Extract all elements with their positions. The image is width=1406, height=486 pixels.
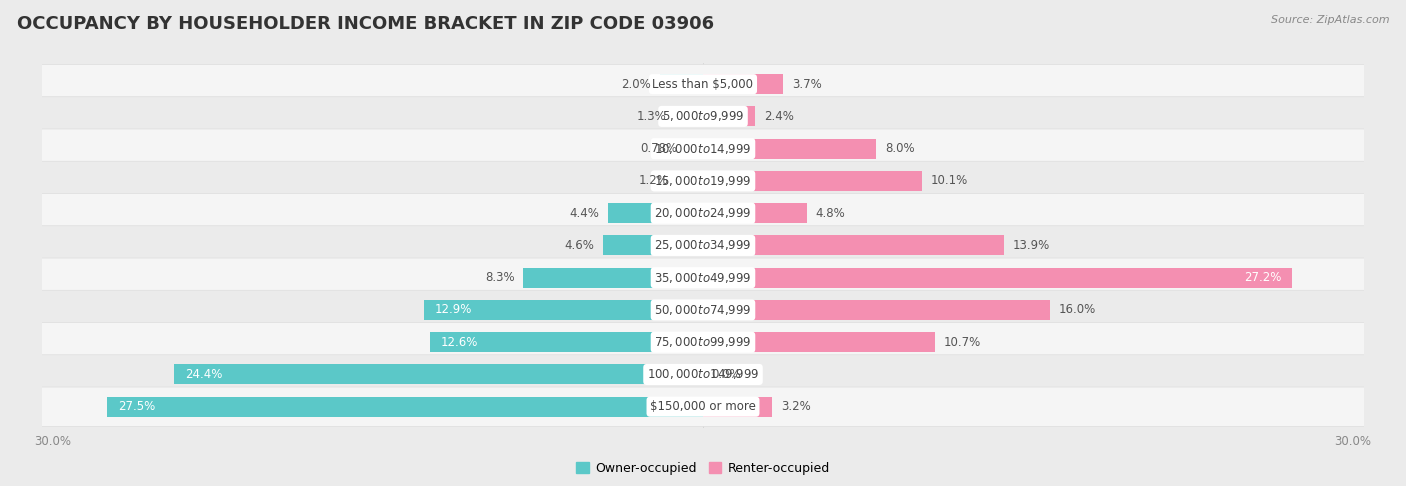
FancyBboxPatch shape bbox=[39, 387, 1367, 426]
Text: $20,000 to $24,999: $20,000 to $24,999 bbox=[654, 206, 752, 220]
FancyBboxPatch shape bbox=[39, 65, 1367, 104]
Text: 3.7%: 3.7% bbox=[792, 78, 821, 91]
FancyBboxPatch shape bbox=[39, 129, 1367, 168]
Bar bbox=[703, 171, 922, 191]
Bar bbox=[703, 139, 876, 158]
Bar bbox=[703, 268, 1292, 288]
FancyBboxPatch shape bbox=[39, 193, 1367, 233]
Text: 12.6%: 12.6% bbox=[441, 336, 478, 348]
Bar bbox=[174, 364, 703, 384]
Bar bbox=[423, 300, 703, 320]
Bar bbox=[603, 235, 703, 256]
Text: 13.9%: 13.9% bbox=[1012, 239, 1050, 252]
Text: Less than $5,000: Less than $5,000 bbox=[652, 78, 754, 91]
Text: 16.0%: 16.0% bbox=[1059, 303, 1095, 316]
Bar bbox=[703, 106, 755, 126]
Text: $10,000 to $14,999: $10,000 to $14,999 bbox=[654, 141, 752, 156]
Text: 1.3%: 1.3% bbox=[637, 110, 666, 123]
Text: 0.0%: 0.0% bbox=[711, 368, 741, 381]
Text: $150,000 or more: $150,000 or more bbox=[650, 400, 756, 413]
Bar bbox=[675, 106, 703, 126]
Text: 2.0%: 2.0% bbox=[621, 78, 651, 91]
Text: $35,000 to $49,999: $35,000 to $49,999 bbox=[654, 271, 752, 285]
Text: $75,000 to $99,999: $75,000 to $99,999 bbox=[654, 335, 752, 349]
Bar bbox=[703, 332, 935, 352]
Bar bbox=[703, 74, 783, 94]
Text: 10.1%: 10.1% bbox=[931, 174, 967, 188]
Text: 1.2%: 1.2% bbox=[638, 174, 668, 188]
Text: 10.7%: 10.7% bbox=[943, 336, 981, 348]
Text: $25,000 to $34,999: $25,000 to $34,999 bbox=[654, 239, 752, 252]
Bar bbox=[686, 139, 703, 158]
Text: 4.8%: 4.8% bbox=[815, 207, 845, 220]
Text: 8.3%: 8.3% bbox=[485, 271, 515, 284]
Text: 2.4%: 2.4% bbox=[763, 110, 793, 123]
Text: 4.4%: 4.4% bbox=[569, 207, 599, 220]
Text: 0.78%: 0.78% bbox=[640, 142, 678, 155]
Text: $5,000 to $9,999: $5,000 to $9,999 bbox=[662, 109, 744, 123]
FancyBboxPatch shape bbox=[39, 161, 1367, 201]
FancyBboxPatch shape bbox=[39, 323, 1367, 362]
Bar bbox=[703, 397, 772, 417]
Text: $15,000 to $19,999: $15,000 to $19,999 bbox=[654, 174, 752, 188]
Text: Source: ZipAtlas.com: Source: ZipAtlas.com bbox=[1271, 15, 1389, 25]
FancyBboxPatch shape bbox=[39, 97, 1367, 136]
Text: 4.6%: 4.6% bbox=[565, 239, 595, 252]
Bar bbox=[703, 203, 807, 223]
Text: $100,000 to $149,999: $100,000 to $149,999 bbox=[647, 367, 759, 382]
Text: 8.0%: 8.0% bbox=[884, 142, 915, 155]
FancyBboxPatch shape bbox=[39, 226, 1367, 265]
Legend: Owner-occupied, Renter-occupied: Owner-occupied, Renter-occupied bbox=[571, 457, 835, 480]
Text: OCCUPANCY BY HOUSEHOLDER INCOME BRACKET IN ZIP CODE 03906: OCCUPANCY BY HOUSEHOLDER INCOME BRACKET … bbox=[17, 15, 714, 33]
Bar bbox=[678, 171, 703, 191]
Bar bbox=[703, 235, 1004, 256]
Bar bbox=[607, 203, 703, 223]
FancyBboxPatch shape bbox=[39, 290, 1367, 330]
FancyBboxPatch shape bbox=[39, 355, 1367, 394]
Bar bbox=[523, 268, 703, 288]
FancyBboxPatch shape bbox=[39, 258, 1367, 297]
Text: 3.2%: 3.2% bbox=[780, 400, 811, 413]
Text: 27.5%: 27.5% bbox=[118, 400, 155, 413]
Bar bbox=[107, 397, 703, 417]
Text: 12.9%: 12.9% bbox=[434, 303, 472, 316]
Bar bbox=[703, 300, 1050, 320]
Bar bbox=[659, 74, 703, 94]
Text: 27.2%: 27.2% bbox=[1244, 271, 1281, 284]
Text: 24.4%: 24.4% bbox=[186, 368, 222, 381]
Text: $50,000 to $74,999: $50,000 to $74,999 bbox=[654, 303, 752, 317]
Bar bbox=[430, 332, 703, 352]
